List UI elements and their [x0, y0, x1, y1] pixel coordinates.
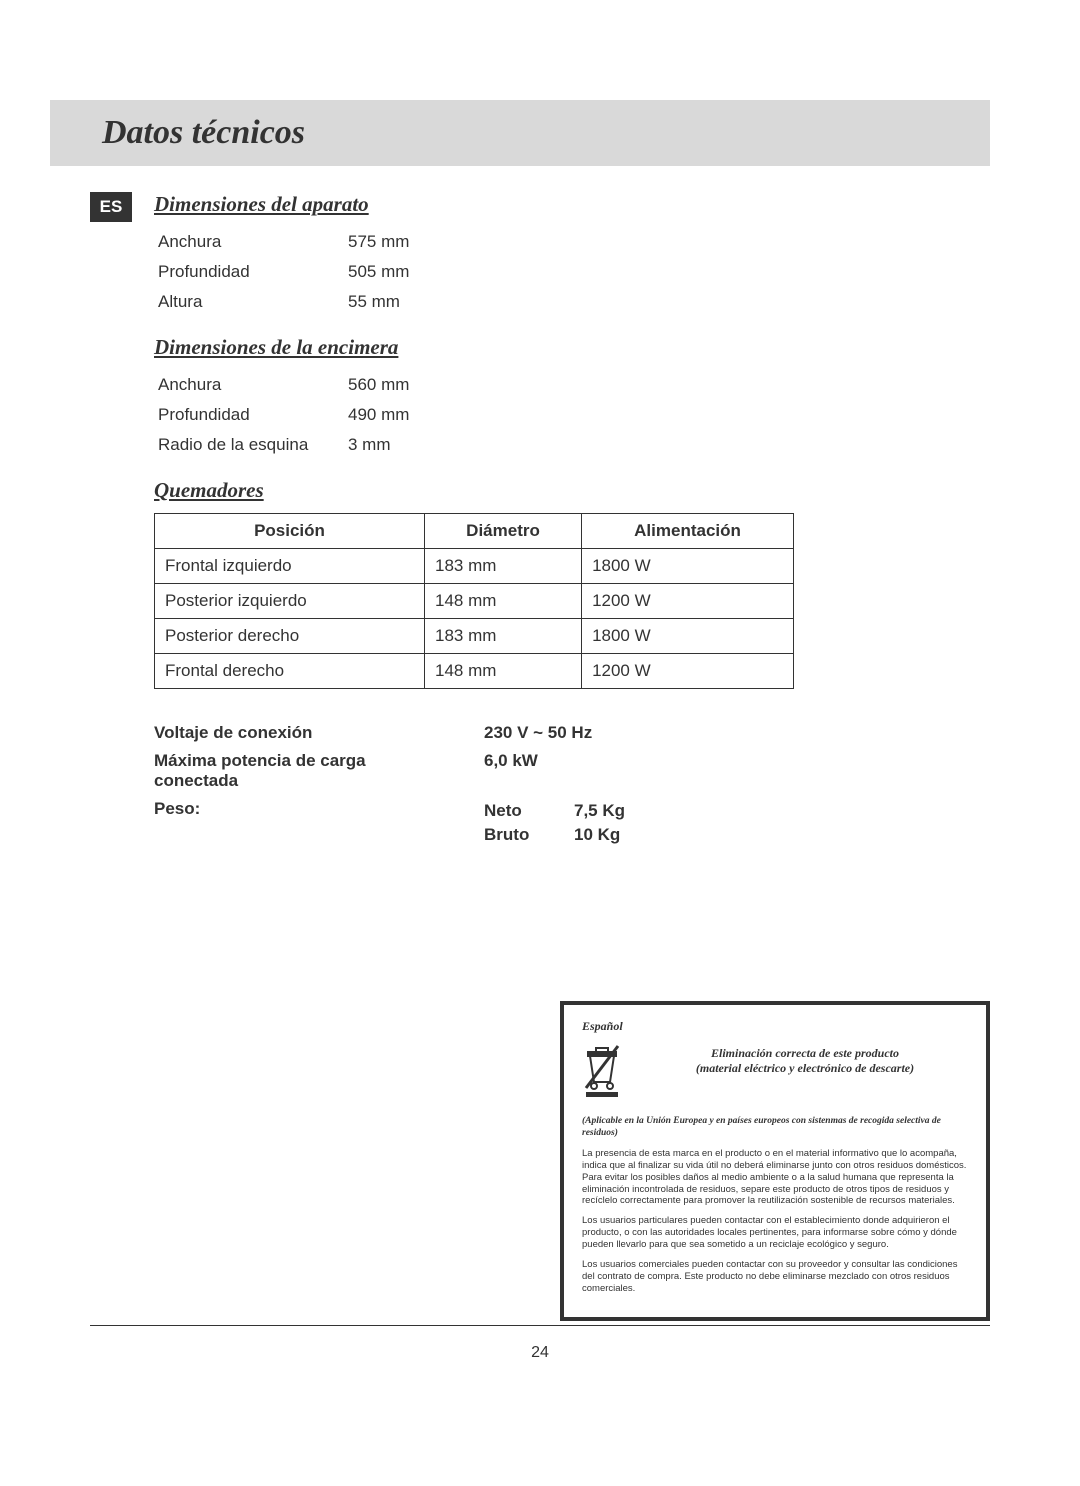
col-header: Posición — [155, 514, 425, 549]
kv-value: 560 mm — [348, 375, 409, 395]
table-row: Posterior derecho183 mm1800 W — [155, 619, 794, 654]
kv-value: 505 mm — [348, 262, 409, 282]
cell: 1800 W — [582, 619, 794, 654]
col-header: Diámetro — [424, 514, 581, 549]
voltage-value: 230 V ~ 50 Hz — [484, 723, 592, 743]
language-badge: ES — [90, 192, 132, 222]
electrical-block: Voltaje de conexión 230 V ~ 50 Hz Máxima… — [154, 719, 990, 851]
kv-label: Profundidad — [158, 405, 348, 425]
disposal-title: Eliminación correcta de este producto (m… — [642, 1042, 968, 1076]
kv-label: Profundidad — [158, 262, 348, 282]
footer-rule — [90, 1325, 990, 1326]
kv-row: Anchura575 mm — [154, 227, 990, 257]
disposal-p2: Los usuarios particulares pueden contact… — [582, 1215, 968, 1251]
weight-gross-value: 10 Kg — [574, 823, 625, 847]
cell: 183 mm — [424, 619, 581, 654]
cell: Posterior izquierdo — [155, 584, 425, 619]
cell: 148 mm — [424, 654, 581, 689]
cell: 183 mm — [424, 549, 581, 584]
burners-table: Posición Diámetro Alimentación Frontal i… — [154, 513, 794, 689]
weight-net-value: 7,5 Kg — [574, 799, 625, 823]
kv-label: Anchura — [158, 232, 348, 252]
disposal-p3: Los usuarios comerciales pueden contacta… — [582, 1259, 968, 1295]
kv-row: Profundidad505 mm — [154, 257, 990, 287]
weight-gross-label: Bruto — [484, 823, 574, 847]
disposal-box: Español — [560, 1001, 990, 1321]
section-heading-quemadores: Quemadores — [154, 478, 990, 503]
kv-value: 490 mm — [348, 405, 409, 425]
title-bar: Datos técnicos — [50, 100, 990, 166]
aparato-list: Anchura575 mm Profundidad505 mm Altura55… — [154, 227, 990, 317]
table-header-row: Posición Diámetro Alimentación — [155, 514, 794, 549]
disposal-lang: Español — [582, 1019, 968, 1034]
cell: 1800 W — [582, 549, 794, 584]
maxload-value: 6,0 kW — [434, 751, 538, 791]
kv-row: Altura55 mm — [154, 287, 990, 317]
col-header: Alimentación — [582, 514, 794, 549]
weight-net-label: Neto — [484, 799, 574, 823]
maxload-label: Máxima potencia de carga conectada — [154, 751, 434, 791]
table-row: Posterior izquierdo148 mm1200 W — [155, 584, 794, 619]
cell: Frontal derecho — [155, 654, 425, 689]
section-heading-aparato: Dimensiones del aparato — [154, 192, 990, 217]
disposal-p1: La presencia de esta marca en el product… — [582, 1148, 968, 1207]
kv-value: 575 mm — [348, 232, 409, 252]
table-row: Frontal derecho148 mm1200 W — [155, 654, 794, 689]
kv-label: Altura — [158, 292, 348, 312]
cell: Posterior derecho — [155, 619, 425, 654]
disposal-title-line1: Eliminación correcta de este producto — [711, 1046, 899, 1060]
page-number: 24 — [90, 1344, 990, 1362]
disposal-subtitle: (Aplicable en la Unión Europea y en país… — [582, 1116, 968, 1140]
kv-value: 3 mm — [348, 435, 391, 455]
page-title: Datos técnicos — [102, 114, 990, 152]
kv-label: Radio de la esquina — [158, 435, 348, 455]
weee-icon — [582, 1042, 630, 1102]
kv-value: 55 mm — [348, 292, 400, 312]
table-row: Frontal izquierdo183 mm1800 W — [155, 549, 794, 584]
disposal-title-line2: (material eléctrico y electrónico de des… — [696, 1061, 914, 1075]
section-heading-encimera: Dimensiones de la encimera — [154, 335, 990, 360]
kv-row: Radio de la esquina3 mm — [154, 430, 990, 460]
cell: Frontal izquierdo — [155, 549, 425, 584]
kv-row: Profundidad490 mm — [154, 400, 990, 430]
kv-label: Anchura — [158, 375, 348, 395]
cell: 148 mm — [424, 584, 581, 619]
cell: 1200 W — [582, 654, 794, 689]
kv-row: Anchura560 mm — [154, 370, 990, 400]
encimera-list: Anchura560 mm Profundidad490 mm Radio de… — [154, 370, 990, 460]
weight-label: Peso: — [154, 799, 484, 847]
cell: 1200 W — [582, 584, 794, 619]
voltage-label: Voltaje de conexión — [154, 723, 484, 743]
